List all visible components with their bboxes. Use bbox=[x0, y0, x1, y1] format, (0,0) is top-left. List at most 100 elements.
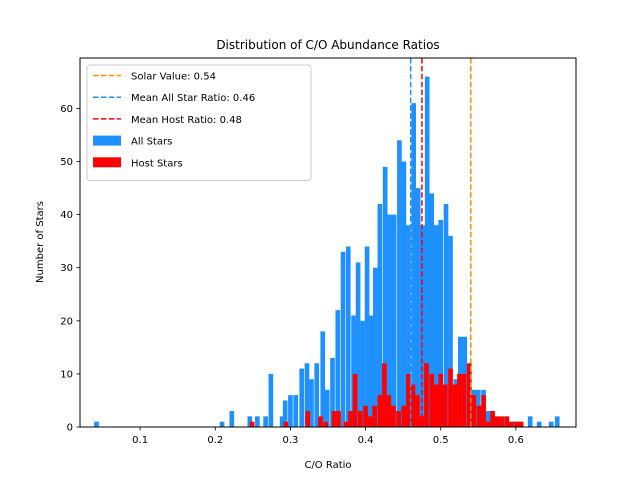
legend-box bbox=[86, 64, 312, 181]
host-stars-bar bbox=[471, 395, 477, 427]
all-stars-legend-label: All Stars bbox=[131, 137, 172, 148]
mean-host-line-legend-label: Mean Host Ratio: 0.48 bbox=[131, 115, 242, 126]
y-axis-label: Number of Stars bbox=[35, 201, 46, 283]
host-stars-legend-swatch bbox=[93, 157, 121, 168]
host-stars-bar bbox=[490, 411, 495, 427]
host-stars-bar bbox=[391, 405, 396, 427]
host-stars-bar bbox=[518, 421, 524, 427]
x-tick-label: 0.4 bbox=[358, 435, 374, 446]
all-stars-bar bbox=[548, 421, 554, 427]
y-tick-label: 10 bbox=[60, 369, 73, 380]
all-stars-bar bbox=[255, 416, 260, 427]
host-stars-bar bbox=[442, 384, 448, 427]
all-stars-bar bbox=[382, 166, 388, 427]
y-tick-label: 0 bbox=[67, 423, 73, 434]
y-axis: 0 10 20 30 40 50 60 bbox=[60, 104, 80, 434]
host-stars-bar bbox=[283, 421, 289, 427]
host-stars-bar bbox=[377, 395, 383, 427]
all-stars-bar bbox=[438, 219, 444, 427]
all-stars-bar bbox=[288, 395, 293, 427]
legend: Solar Value: 0.54 Mean All Star Ratio: 0.… bbox=[86, 64, 312, 181]
host-stars-bar bbox=[457, 373, 462, 427]
x-tick-label: 0.3 bbox=[282, 435, 298, 446]
all-stars-bar bbox=[433, 225, 439, 427]
all-stars-bar bbox=[485, 411, 491, 427]
all-stars-bar bbox=[377, 204, 383, 427]
all-stars-bar bbox=[219, 421, 225, 427]
all-stars-bar bbox=[279, 416, 285, 427]
x-axis-label: C/O Ratio bbox=[304, 460, 351, 471]
host-stars-bar bbox=[481, 395, 486, 427]
host-stars-bar bbox=[504, 416, 510, 427]
host-stars-bar bbox=[485, 421, 491, 427]
all-stars-bar bbox=[387, 214, 392, 427]
host-stars-bar bbox=[406, 373, 411, 427]
all-stars-bar bbox=[268, 373, 274, 427]
host-stars-bar bbox=[424, 363, 429, 427]
all-stars-bar bbox=[299, 368, 305, 427]
host-stars-bar bbox=[415, 395, 420, 427]
host-stars-bar bbox=[382, 363, 387, 427]
all-stars-bar bbox=[304, 363, 310, 427]
host-stars-bar bbox=[331, 411, 337, 427]
host-stars-bar bbox=[305, 411, 311, 427]
host-stars-bar bbox=[514, 421, 519, 427]
all-stars-bar bbox=[340, 251, 346, 427]
all-stars-bar bbox=[411, 103, 417, 428]
all-stars-bar bbox=[324, 389, 330, 427]
y-tick-label: 60 bbox=[60, 104, 73, 115]
host-stars-bar bbox=[348, 411, 353, 427]
host-stars-bar bbox=[452, 384, 458, 427]
host-stars-bar bbox=[433, 384, 439, 427]
all-stars-bar bbox=[320, 331, 326, 427]
y-tick-label: 30 bbox=[60, 263, 73, 274]
all-stars-bar bbox=[94, 421, 99, 427]
y-tick-label: 40 bbox=[60, 210, 73, 221]
all-stars-bar bbox=[397, 140, 402, 427]
all-stars-bar bbox=[309, 379, 314, 427]
all-stars-bar bbox=[443, 204, 449, 427]
host-stars-bar bbox=[410, 384, 416, 427]
all-stars-bar bbox=[401, 161, 407, 427]
all-stars-bar bbox=[420, 225, 426, 427]
host-stars-legend-label: Host Stars bbox=[131, 158, 183, 169]
all-stars-bar bbox=[391, 214, 397, 427]
host-stars-bar bbox=[448, 368, 453, 427]
x-tick-label: 0.2 bbox=[207, 435, 223, 446]
all-stars-bar bbox=[330, 357, 335, 427]
all-stars-bar bbox=[335, 310, 341, 427]
host-stars-bar bbox=[323, 421, 329, 427]
host-stars-bar bbox=[336, 411, 341, 427]
x-tick-label: 0.1 bbox=[132, 435, 148, 446]
host-stars-bar bbox=[318, 416, 323, 427]
all-stars-bar bbox=[229, 411, 235, 427]
all-stars-bar bbox=[406, 225, 411, 427]
y-tick-label: 20 bbox=[60, 316, 73, 327]
host-stars-bar bbox=[461, 373, 467, 427]
all-stars-bar bbox=[429, 193, 435, 427]
mean-all-star-line-legend-label: Mean All Star Ratio: 0.46 bbox=[131, 93, 255, 104]
all-stars-bar bbox=[536, 421, 542, 427]
host-stars-bar bbox=[429, 373, 435, 427]
host-stars-bar bbox=[357, 411, 363, 427]
plot-area bbox=[94, 58, 560, 428]
host-stars-bar bbox=[476, 405, 482, 427]
host-stars-bar bbox=[352, 373, 358, 427]
host-stars-bar bbox=[466, 363, 472, 427]
all-stars-bar bbox=[351, 315, 356, 427]
all-stars-bar bbox=[355, 262, 361, 427]
all-stars-bar bbox=[415, 188, 421, 427]
solar-value-line-legend-label: Solar Value: 0.54 bbox=[131, 72, 216, 83]
all-stars-bar bbox=[360, 320, 365, 427]
host-stars-bar bbox=[363, 405, 368, 427]
x-axis: 0.1 0.2 0.3 0.4 0.5 0.6 bbox=[132, 427, 524, 446]
host-stars-bar bbox=[509, 421, 514, 427]
host-stars-bar bbox=[401, 405, 407, 427]
all-stars-bar bbox=[282, 400, 288, 427]
all-stars-bar bbox=[424, 76, 430, 427]
all-stars-bar bbox=[263, 416, 268, 427]
y-tick-label: 50 bbox=[60, 157, 73, 168]
all-stars-bar bbox=[368, 315, 374, 427]
host-stars-bar bbox=[386, 395, 392, 427]
